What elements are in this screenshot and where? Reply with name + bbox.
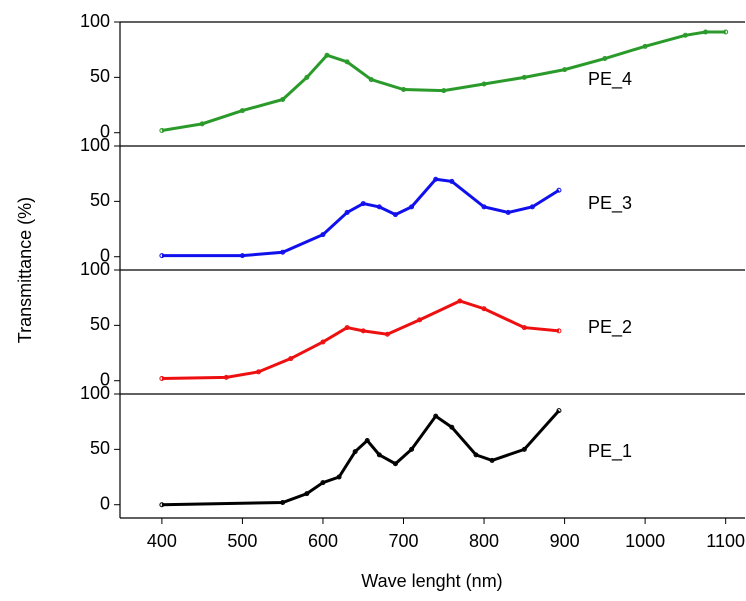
y-tick-label: 50 bbox=[90, 190, 110, 210]
y-tick-label: 50 bbox=[90, 66, 110, 86]
x-tick-label: 600 bbox=[308, 531, 338, 551]
data-point bbox=[481, 81, 487, 87]
data-point bbox=[364, 438, 370, 443]
data-point bbox=[336, 474, 342, 480]
data-point bbox=[352, 449, 358, 455]
y-tick-label: 100 bbox=[80, 259, 110, 279]
x-tick-label: 700 bbox=[388, 531, 418, 551]
data-point bbox=[556, 408, 562, 414]
data-point bbox=[703, 29, 709, 35]
data-point bbox=[417, 317, 423, 323]
data-point bbox=[288, 356, 294, 362]
data-point bbox=[320, 339, 326, 345]
data-point bbox=[521, 446, 527, 452]
data-point bbox=[360, 328, 366, 334]
data-point bbox=[529, 204, 535, 210]
data-point bbox=[602, 56, 608, 62]
data-point bbox=[159, 253, 165, 259]
data-point bbox=[320, 232, 326, 238]
data-point bbox=[324, 52, 330, 58]
data-point bbox=[159, 128, 165, 133]
data-point bbox=[239, 108, 245, 114]
x-axis-title: Wave lenght (nm) bbox=[361, 571, 502, 591]
data-point bbox=[481, 204, 487, 210]
legend-label: PE_2 bbox=[588, 317, 632, 338]
data-point bbox=[433, 413, 439, 419]
line-series bbox=[161, 409, 561, 507]
data-point bbox=[376, 204, 382, 210]
data-point bbox=[304, 491, 310, 497]
data-point bbox=[642, 43, 648, 49]
data-point bbox=[199, 121, 205, 127]
line-series bbox=[161, 177, 560, 258]
x-tick-label: 1100 bbox=[706, 531, 745, 551]
data-point bbox=[556, 328, 562, 334]
data-point bbox=[384, 331, 390, 337]
data-point bbox=[409, 446, 415, 452]
x-tick-label: 500 bbox=[227, 531, 257, 551]
data-point bbox=[457, 298, 463, 304]
data-point bbox=[344, 59, 350, 65]
data-point bbox=[320, 480, 326, 486]
data-point bbox=[433, 176, 439, 182]
data-point bbox=[473, 452, 479, 458]
data-point bbox=[360, 201, 366, 207]
data-point bbox=[376, 452, 382, 458]
data-point bbox=[368, 77, 374, 83]
y-tick-label: 0 bbox=[100, 245, 110, 265]
data-point bbox=[344, 325, 350, 331]
y-axis-title: Transmittance (%) bbox=[15, 197, 35, 343]
y-tick-label: 100 bbox=[80, 383, 110, 403]
data-point bbox=[223, 374, 229, 380]
data-point bbox=[682, 32, 688, 38]
data-point bbox=[521, 325, 527, 331]
x-tick-label: 400 bbox=[147, 531, 177, 551]
x-tick-label: 1000 bbox=[625, 531, 665, 551]
data-point bbox=[280, 97, 286, 102]
data-point bbox=[562, 67, 568, 73]
data-point bbox=[239, 253, 245, 259]
data-point bbox=[401, 87, 407, 93]
y-tick-label: 0 bbox=[100, 369, 110, 389]
data-point bbox=[449, 178, 455, 184]
data-point bbox=[441, 88, 447, 94]
data-point bbox=[159, 502, 165, 508]
data-point bbox=[409, 204, 415, 210]
data-point bbox=[256, 369, 262, 375]
legend-label: PE_1 bbox=[588, 441, 632, 462]
line-series bbox=[161, 30, 726, 132]
data-point bbox=[344, 209, 350, 215]
data-point bbox=[392, 461, 398, 467]
y-tick-label: 0 bbox=[100, 493, 110, 513]
data-point bbox=[392, 212, 398, 218]
x-tick-label: 800 bbox=[469, 531, 499, 551]
y-tick-label: 100 bbox=[80, 11, 110, 31]
data-point bbox=[505, 209, 511, 215]
y-tick-label: 50 bbox=[90, 314, 110, 334]
y-tick-label: 100 bbox=[80, 135, 110, 155]
x-tick-label: 900 bbox=[550, 531, 580, 551]
data-point bbox=[159, 376, 165, 381]
data-point bbox=[481, 306, 487, 312]
data-point bbox=[449, 424, 455, 430]
legend-label: PE_4 bbox=[588, 69, 632, 90]
data-point bbox=[280, 249, 286, 255]
data-point bbox=[489, 457, 495, 463]
line-series bbox=[161, 299, 560, 380]
y-tick-label: 50 bbox=[90, 438, 110, 458]
data-point bbox=[521, 74, 527, 80]
data-point bbox=[304, 74, 310, 80]
data-point bbox=[723, 29, 729, 35]
legend-label: PE_3 bbox=[588, 193, 632, 214]
data-point bbox=[280, 500, 286, 505]
data-point bbox=[556, 187, 562, 193]
y-tick-label: 0 bbox=[100, 121, 110, 141]
